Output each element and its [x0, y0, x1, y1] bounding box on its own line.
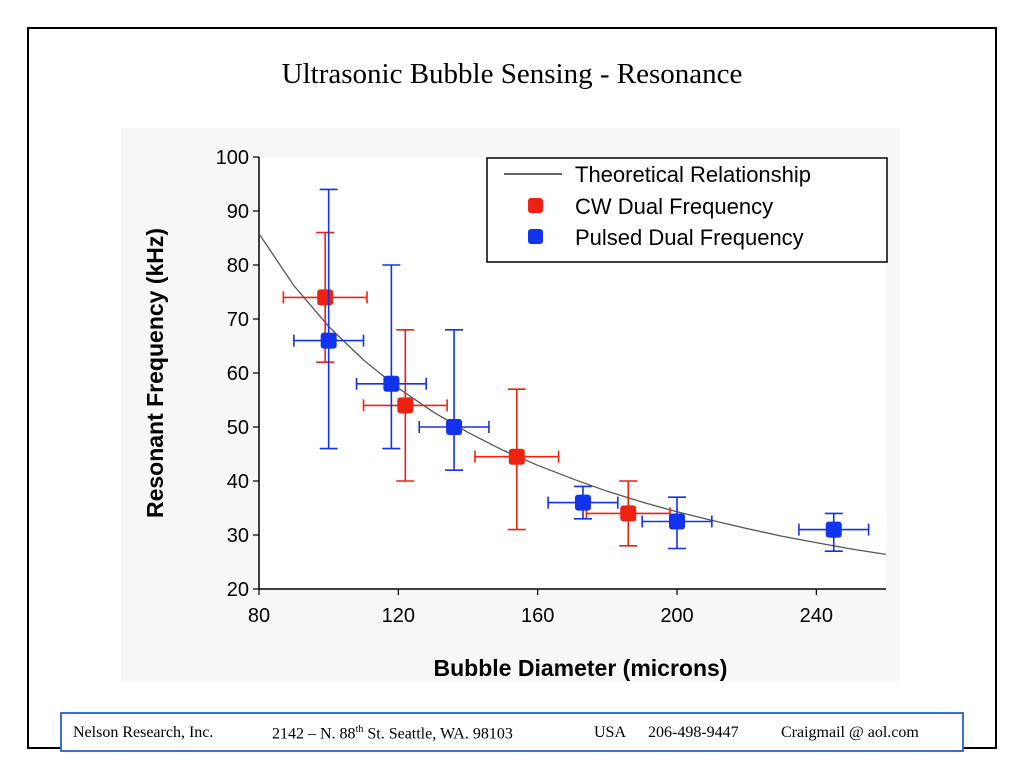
chart: 20 30 40 50 60 70 80 90 100 80 120 160 200 240 Theore… — [142, 147, 888, 681]
legend-cw-label: CW Dual Frequency — [575, 194, 773, 219]
slide-title: Ultrasonic Bubble Sensing - Resonance — [281, 58, 743, 90]
cw-marker — [397, 397, 414, 414]
pulsed-point-3 — [418, 329, 490, 472]
pulsed-point-6 — [798, 512, 870, 553]
y-tick-label: 30 — [227, 525, 249, 547]
pulsed-point-1 — [293, 188, 365, 450]
pulsed-marker — [383, 375, 400, 392]
footer-street-number: 2142 – N. 88 — [272, 725, 356, 743]
cw-point-3 — [474, 388, 560, 531]
footer-street-rest: St. Seattle, WA. 98103 — [363, 725, 513, 743]
x-tick-label: 120 — [382, 605, 415, 627]
legend-pulsed-label: Pulsed Dual Frequency — [575, 225, 804, 250]
y-tick-label: 20 — [227, 579, 249, 601]
legend-pulsed-swatch — [528, 229, 543, 244]
pulsed-marker — [669, 513, 685, 530]
footer-address: 2142 – N. 88th St. Seattle, WA. 98103 — [272, 724, 513, 743]
y-tick-label: 50 — [227, 417, 249, 439]
pulsed-series-group — [293, 188, 870, 553]
footer-email: Craigmail @ aol.com — [781, 724, 919, 741]
y-axis-title: Resonant Frequency (kHz) — [142, 228, 168, 518]
x-tick-label: 160 — [521, 605, 554, 627]
pulsed-marker — [825, 521, 842, 538]
legend-box — [486, 157, 888, 263]
y-tick-label: 40 — [227, 471, 249, 493]
footer-country: USA — [594, 724, 627, 741]
y-tick-label: 70 — [227, 309, 249, 331]
curve-group — [259, 233, 886, 556]
footer-street-sup: th — [355, 724, 364, 735]
pulsed-point-4 — [547, 485, 619, 520]
y-tick-label: 80 — [227, 255, 249, 277]
legend-cw-swatch — [528, 198, 543, 213]
footer-box: Nelson Research, Inc. 2142 – N. 88th St.… — [60, 712, 964, 752]
pulsed-marker — [320, 332, 337, 349]
y-tick-label: 100 — [216, 147, 249, 169]
cw-marker — [508, 448, 525, 465]
pulsed-marker — [574, 494, 591, 511]
legend-curve-label: Theoretical Relationship — [575, 162, 811, 187]
cw-marker — [317, 289, 334, 306]
chart-legend: Theoretical Relationship CW Dual Frequenc… — [486, 157, 888, 263]
footer-phone: 206-498-9447 — [648, 724, 739, 741]
theoretical-curve — [259, 233, 886, 556]
x-tick-label: 200 — [660, 605, 693, 627]
footer-company: Nelson Research, Inc. — [73, 724, 214, 741]
pulsed-marker — [446, 419, 463, 435]
cw-point-2 — [362, 329, 448, 482]
cw-point-4 — [585, 480, 671, 547]
pulsed-point-5 — [641, 496, 713, 550]
x-axis-title: Bubble Diameter (microns) — [434, 655, 728, 681]
x-tick-label: 80 — [248, 605, 270, 627]
cw-marker — [620, 505, 637, 522]
chart-panel: 20 30 40 50 60 70 80 90 100 80 120 160 200 240 Theore… — [121, 128, 899, 682]
y-tick-label: 60 — [227, 363, 249, 385]
cw-series-group — [282, 231, 671, 547]
pulsed-point-2 — [355, 264, 428, 450]
chart-axis-labels: Bubble Diameter (microns) Resonant Freque… — [142, 228, 727, 681]
x-tick-label: 240 — [800, 605, 833, 627]
y-tick-label: 90 — [227, 201, 249, 223]
